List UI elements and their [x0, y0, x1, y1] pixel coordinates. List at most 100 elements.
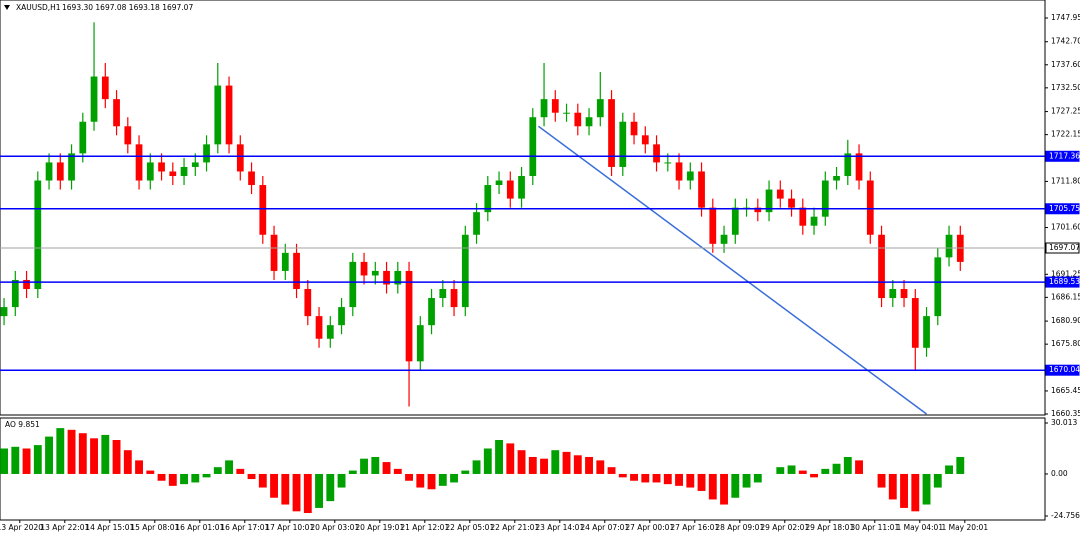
- ao-bar: [191, 473, 200, 483]
- ao-bar: [0, 448, 8, 474]
- ao-bar: [686, 473, 695, 488]
- x-tick-label: 16 Apr 17:01: [220, 523, 269, 532]
- candle-body: [585, 117, 593, 127]
- ao-bar: [641, 473, 650, 483]
- candle-body: [416, 325, 424, 362]
- ao-bar: [112, 440, 121, 474]
- candle-body: [866, 180, 874, 235]
- ao-bar: [877, 473, 886, 488]
- ao-bar: [540, 458, 548, 474]
- candle-body: [810, 216, 818, 226]
- x-tick-label: 27 Apr 16:01: [670, 523, 719, 532]
- ao-bar: [405, 473, 413, 481]
- candle-body: [574, 112, 582, 127]
- ao-bar: [922, 473, 931, 505]
- candle-body: [248, 171, 255, 186]
- price-level-box: [1045, 276, 1080, 288]
- candle-body: [135, 144, 143, 181]
- candle-body: [56, 162, 64, 181]
- ao-bar: [135, 460, 143, 474]
- ao-bar: [855, 460, 863, 474]
- candle-body: [461, 234, 469, 308]
- candle-body: [776, 189, 784, 199]
- ao-bar: [461, 470, 470, 474]
- candle-body: [68, 153, 75, 181]
- ao-bar: [810, 473, 818, 478]
- ao-bar: [90, 438, 98, 474]
- price-level-box: [1045, 150, 1080, 162]
- x-tick-label: 27 Apr 00:01: [625, 523, 674, 532]
- candle-body: [236, 144, 244, 172]
- ao-bar: [495, 440, 503, 474]
- candle-body: [799, 207, 807, 226]
- price-level-box: [1045, 242, 1080, 254]
- y-tick-label: 1722.15: [1051, 130, 1080, 139]
- price-panel-frame: [0, 0, 1046, 416]
- ao-bar: [11, 446, 20, 474]
- ao-bar: [900, 473, 908, 508]
- ao-bar: [78, 433, 87, 474]
- x-tick-label: 1 May 04:01: [896, 523, 943, 532]
- candle-body: [203, 144, 210, 163]
- ao-bar: [45, 436, 53, 474]
- ao-bar: [393, 468, 402, 474]
- ao-bar: [123, 450, 132, 474]
- y-tick-label: 1660.35: [1051, 409, 1080, 418]
- price-level-label: 1689.53: [1049, 277, 1080, 286]
- ao-bar: [180, 473, 188, 485]
- candle-body: [833, 175, 840, 181]
- ao-bar: [787, 465, 796, 474]
- ao-bar: [348, 470, 357, 474]
- y-tick-label: 1732.50: [1051, 83, 1080, 92]
- candle-body: [101, 76, 109, 100]
- candle-body: [293, 252, 300, 290]
- ao-bar: [652, 473, 661, 483]
- candle-body: [855, 153, 863, 181]
- candle-body: [34, 180, 42, 290]
- x-tick-label: 28 Apr 09:01: [715, 523, 764, 532]
- candle-body: [304, 289, 312, 317]
- ao-bar: [33, 445, 42, 474]
- ao-bar: [292, 473, 301, 512]
- ao-bar: [956, 456, 965, 474]
- ao-bar: [843, 456, 852, 474]
- ao-bar: [596, 460, 605, 474]
- candle-body: [360, 261, 368, 276]
- candle-body: [844, 153, 852, 176]
- candle-body: [754, 207, 762, 213]
- candle-body: [540, 99, 548, 118]
- ao-bar: [427, 473, 436, 490]
- candle-body: [720, 234, 728, 244]
- ao-bar: [731, 473, 740, 498]
- ao-bar: [618, 473, 627, 478]
- ao-bar: [483, 448, 492, 474]
- x-tick-label: 13 Apr 22:01: [40, 523, 89, 532]
- candle-body: [709, 207, 717, 244]
- candle-body: [900, 289, 908, 299]
- candle-body: [259, 185, 267, 235]
- candle-body: [923, 316, 930, 348]
- ao-bar: [202, 473, 211, 478]
- candle-body: [11, 279, 19, 308]
- price-level-label: 1670.04: [1049, 365, 1080, 374]
- candle-body: [270, 234, 278, 271]
- candle-body: [698, 171, 705, 208]
- ao-bar: [472, 460, 481, 474]
- candle-body: [124, 126, 132, 145]
- candle-body: [0, 307, 8, 317]
- ao-bar: [157, 473, 166, 481]
- candle-body: [214, 85, 222, 145]
- ao-bar: [776, 467, 785, 474]
- ohlc-readout: 1693.30 1697.08 1693.18 1697.07: [62, 3, 193, 12]
- x-tick-label: 20 Apr 03:01: [310, 523, 359, 532]
- ao-bar: [798, 470, 807, 474]
- candle-body: [664, 162, 672, 164]
- candle-body: [371, 270, 379, 276]
- ao-bar: [945, 465, 953, 474]
- y-tick-label: 1675.80: [1051, 339, 1080, 348]
- ao-bar: [675, 473, 683, 486]
- ao-bar: [168, 473, 177, 486]
- candle-body: [495, 180, 503, 186]
- x-tick-label: 22 Apr 21:01: [490, 523, 539, 532]
